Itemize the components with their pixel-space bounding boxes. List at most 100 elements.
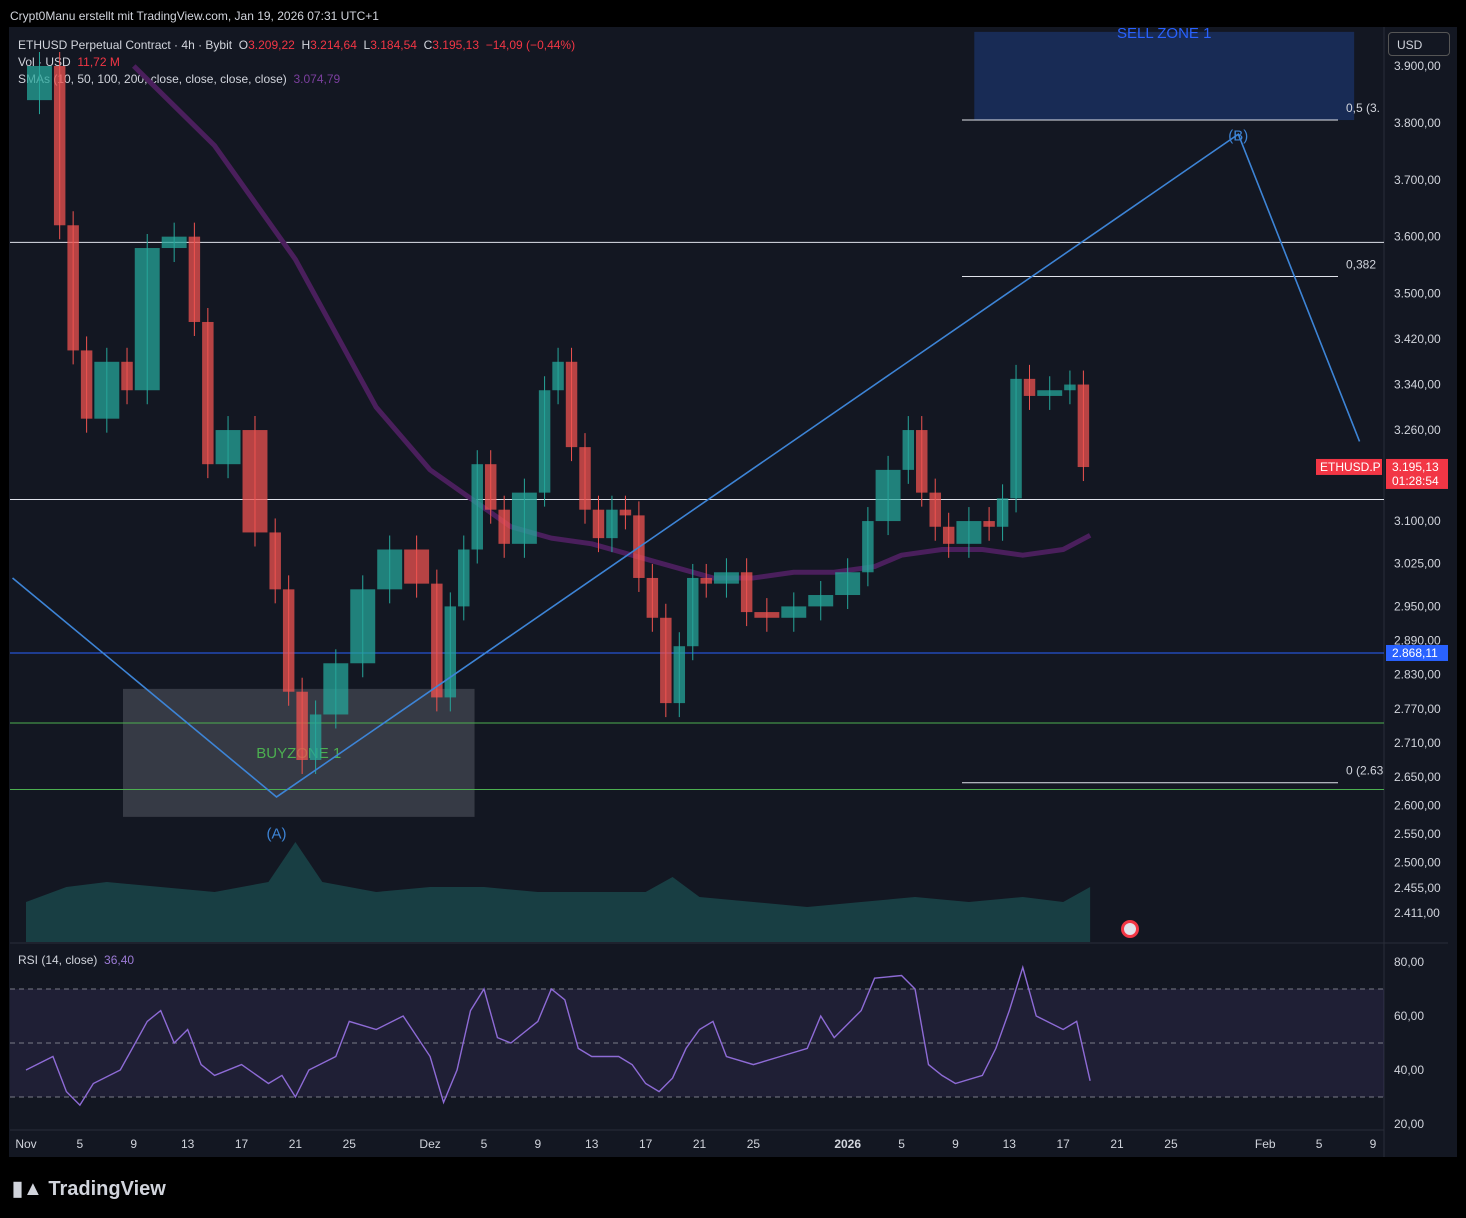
chart-credit: Crypt0Manu erstellt mit TradingView.com,… (10, 9, 379, 23)
rsi-value: 36,40 (104, 953, 135, 967)
price-axis-tick: 3.025,00 (1394, 557, 1441, 571)
price-axis-tick: 3.700,00 (1394, 173, 1441, 187)
time-axis-tick: 9 (1370, 1137, 1377, 1151)
time-axis-tick: 25 (343, 1137, 357, 1151)
legend-sma-row: SMAs (10, 50, 100, 200, close, close, cl… (18, 71, 575, 88)
price-axis-tick: 2.830,00 (1394, 668, 1441, 682)
price-axis-tick: 3.340,00 (1394, 378, 1441, 392)
price-axis-tick: 2.710,00 (1394, 736, 1441, 750)
candle (377, 549, 403, 590)
time-axis-tick: 5 (898, 1137, 905, 1151)
tradingview-logo-icon: ▮▲ (12, 1178, 43, 1200)
candle (1023, 378, 1036, 396)
rsi-axis-tick: 20,00 (1394, 1117, 1424, 1131)
price-axis-tick: 3.500,00 (1394, 287, 1441, 301)
candle (673, 646, 686, 704)
candle (754, 612, 780, 618)
candle (646, 577, 659, 618)
currency-button[interactable]: USD (1388, 32, 1450, 56)
candle (1064, 384, 1076, 391)
legend-volume-label[interactable]: Vol · USD (18, 55, 71, 69)
candle (67, 225, 79, 351)
fib-level-label: 0,5 (3. (1346, 101, 1380, 115)
candle (161, 236, 187, 249)
candle (404, 549, 430, 584)
bar-countdown: 01:28:54 (1392, 474, 1439, 488)
last-price-tag (1386, 458, 1448, 489)
time-axis-tick: 21 (289, 1137, 303, 1151)
legend-symbol[interactable]: ETHUSD Perpetual Contract · 4h · Bybit (18, 38, 233, 52)
time-axis-tick: Dez (419, 1137, 440, 1151)
time-axis-tick: 5 (481, 1137, 488, 1151)
candle (309, 714, 322, 760)
candle (902, 430, 915, 470)
legend-sma-label[interactable]: SMAs (10, 50, 100, 200, close, close, cl… (18, 72, 287, 86)
candle (215, 430, 241, 465)
symbol-tag-label: ETHUSD.P (1320, 460, 1381, 474)
time-axis-tick: 17 (1057, 1137, 1071, 1151)
fib-level-label: 0,382 (1346, 257, 1376, 271)
price-axis-tick: 3.800,00 (1394, 116, 1441, 130)
candle (188, 236, 201, 322)
tradingview-logo: ▮▲ TradingView (12, 1176, 166, 1201)
candle (1010, 378, 1022, 499)
price-axis-tick: 2.600,00 (1394, 798, 1441, 812)
candle (956, 521, 982, 544)
price-axis-tick: 2.500,00 (1394, 855, 1441, 869)
candle (808, 595, 834, 607)
fib-level-label: 0 (2.63 (1346, 764, 1384, 778)
candle (134, 248, 160, 391)
time-axis-tick: 13 (585, 1137, 599, 1151)
candle (511, 492, 537, 544)
price-axis-tick: 3.900,00 (1394, 59, 1441, 73)
candle (323, 663, 349, 715)
price-axis-tick: 2.411,00 (1394, 906, 1440, 920)
legend-ohlc-row: ETHUSD Perpetual Contract · 4h · Bybit O… (18, 37, 575, 54)
candle (592, 509, 605, 539)
time-axis-tick: 25 (747, 1137, 761, 1151)
time-axis-tick: 2026 (834, 1137, 861, 1151)
candle (269, 532, 281, 590)
time-axis-tick: 21 (1110, 1137, 1124, 1151)
candle (660, 617, 672, 704)
candle (471, 464, 483, 550)
time-axis-tick: Feb (1255, 1137, 1276, 1151)
legend-sma-value: 3.074,79 (293, 72, 341, 86)
candle (862, 521, 874, 573)
candle (565, 361, 578, 448)
legend-volume-value: 11,72 M (77, 55, 120, 69)
wave-label: (B) (1228, 128, 1248, 145)
sma-200-line (132, 64, 1092, 581)
us-flag-icon-inner (1124, 923, 1136, 935)
time-axis-tick: 25 (1164, 1137, 1178, 1151)
candle (606, 509, 618, 539)
candle (875, 469, 901, 522)
legend-high-label: H (301, 38, 311, 52)
legend-volume-row: Vol · USD 11,72 M (18, 54, 575, 71)
candle (498, 509, 510, 544)
time-axis-tick: 17 (235, 1137, 249, 1151)
time-axis-tick: 9 (952, 1137, 959, 1151)
legend-open-label: O (238, 38, 249, 52)
price-axis-tick: 2.950,00 (1394, 599, 1441, 613)
time-axis-tick: 13 (1003, 1137, 1017, 1151)
rsi-legend: RSI (14, close) 36,40 (18, 953, 134, 967)
candle (94, 361, 120, 419)
legend-close-value: 3.195,13 (432, 38, 480, 52)
price-axis-tick: 3.420,00 (1394, 332, 1441, 346)
candle (740, 572, 753, 613)
candle (835, 572, 861, 596)
candle (444, 606, 457, 698)
elliott-wave-path (12, 133, 1361, 798)
candle (458, 549, 470, 607)
candle (242, 430, 268, 533)
candle (27, 66, 52, 101)
time-axis-tick: 21 (693, 1137, 707, 1151)
rsi-label[interactable]: RSI (14, close) (18, 953, 98, 967)
candle (713, 572, 739, 584)
price-axis-tick: 2.770,00 (1394, 702, 1441, 716)
sell-zone (974, 31, 1355, 121)
time-axis-tick: Nov (15, 1137, 36, 1151)
price-axis-tick: 3.600,00 (1394, 230, 1441, 244)
